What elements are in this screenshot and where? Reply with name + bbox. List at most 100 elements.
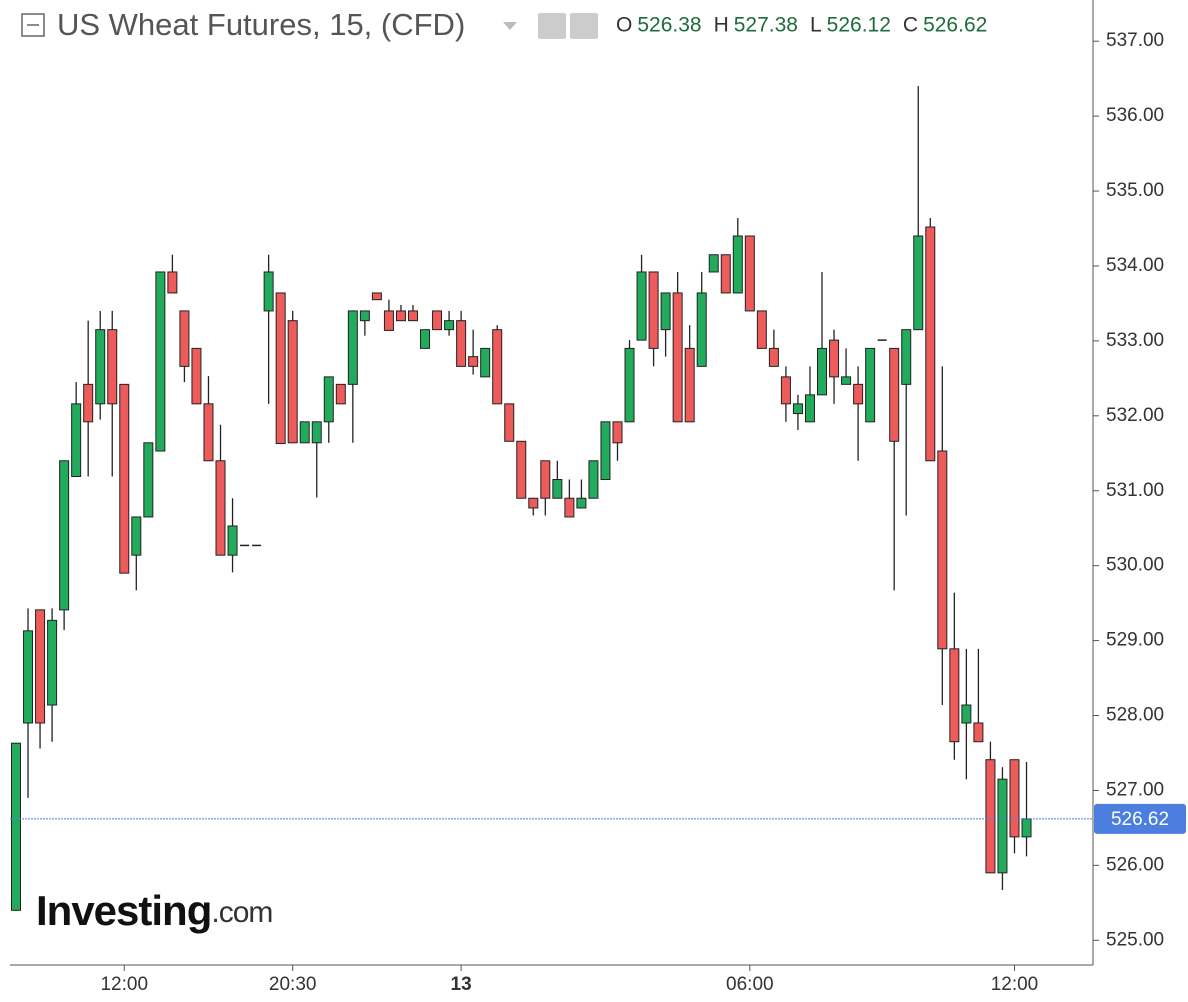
candle-body bbox=[107, 329, 118, 405]
candle-body bbox=[191, 347, 202, 405]
ohlc-value: 526.62 bbox=[923, 14, 987, 37]
candle-body bbox=[407, 310, 418, 322]
candle-body bbox=[949, 648, 960, 743]
ohlc-label: L bbox=[810, 14, 822, 37]
candle-body bbox=[215, 460, 226, 556]
candle-body bbox=[155, 271, 166, 452]
eye-icon[interactable] bbox=[538, 13, 566, 39]
candle-body bbox=[47, 619, 58, 706]
candle-body bbox=[853, 383, 864, 405]
candle-body bbox=[804, 394, 815, 423]
candle-body bbox=[167, 271, 178, 294]
y-tick-label: 533.00 bbox=[1106, 330, 1164, 351]
y-tick-label: 530.00 bbox=[1106, 555, 1164, 576]
candle-body bbox=[59, 460, 70, 611]
candle-body bbox=[672, 292, 683, 423]
candle-body bbox=[756, 310, 767, 349]
candle-body bbox=[11, 742, 21, 911]
x-tick-label: 12:00 bbox=[100, 974, 148, 995]
candle-body bbox=[540, 460, 551, 499]
y-tick-label: 528.00 bbox=[1106, 705, 1164, 726]
candle-body bbox=[708, 254, 719, 273]
candle-body bbox=[143, 442, 154, 518]
header-bg bbox=[10, 2, 1040, 50]
candle-body bbox=[612, 421, 623, 444]
candle-body bbox=[865, 347, 876, 423]
ohlc-label: O bbox=[616, 14, 632, 37]
candle-body bbox=[684, 347, 695, 423]
candle-body bbox=[901, 329, 912, 385]
y-tick-label: 534.00 bbox=[1106, 255, 1164, 276]
candle-body bbox=[347, 310, 358, 385]
candle-body bbox=[913, 235, 924, 331]
x-tick-label: 13 bbox=[451, 974, 472, 995]
ohlc-value: 526.12 bbox=[827, 14, 891, 37]
candle-body bbox=[35, 609, 46, 724]
candle-body bbox=[829, 339, 840, 378]
candle-body bbox=[648, 271, 659, 349]
candle-body bbox=[744, 235, 755, 312]
chart-title: US Wheat Futures, 15, (CFD) bbox=[57, 7, 465, 42]
header-ohlc: O 526.38 H 527.38 L 526.12 C 526.62 bbox=[616, 14, 987, 37]
y-tick-label: 529.00 bbox=[1106, 630, 1164, 651]
candle-body bbox=[660, 292, 671, 331]
candle-body bbox=[528, 497, 539, 509]
y-tick-label: 537.00 bbox=[1106, 30, 1164, 51]
candle-body bbox=[335, 383, 346, 405]
candle-body bbox=[311, 421, 322, 444]
plot-area: 525.00 526.00 527.00 528.00 529.00 530.00 531.… bbox=[10, 30, 1186, 995]
candle-body bbox=[732, 235, 743, 294]
collapse-icon[interactable] bbox=[21, 13, 45, 37]
candle-body bbox=[492, 329, 503, 405]
candle-body bbox=[516, 440, 527, 499]
x-tick-label: 20:30 bbox=[269, 974, 317, 995]
ohlc-label: C bbox=[903, 14, 918, 37]
candle-body bbox=[119, 383, 130, 574]
candle-body bbox=[468, 356, 479, 367]
candle-body bbox=[444, 320, 455, 331]
candle-body bbox=[696, 292, 707, 367]
candle-body bbox=[600, 421, 611, 481]
dropdown-icon[interactable] bbox=[503, 22, 517, 30]
y-tick-label: 527.00 bbox=[1106, 779, 1164, 800]
svg-text:Investing.com: Investing.com bbox=[36, 887, 272, 934]
candle-body bbox=[552, 479, 563, 499]
candle-body bbox=[937, 450, 948, 650]
candle-body bbox=[359, 310, 370, 322]
x-tick-label: 12:00 bbox=[991, 974, 1039, 995]
watermark-main: Investing bbox=[36, 887, 211, 934]
y-tick-label: 532.00 bbox=[1106, 405, 1164, 426]
candle-body bbox=[997, 778, 1008, 874]
ohlc-value: 527.38 bbox=[734, 14, 798, 37]
y-tick-label: 531.00 bbox=[1106, 480, 1164, 501]
candle-body bbox=[275, 292, 286, 445]
candle-body bbox=[420, 329, 431, 349]
last-price-box bbox=[1094, 803, 1186, 834]
candle-body bbox=[817, 347, 828, 396]
candle-body bbox=[624, 347, 635, 423]
candle-body bbox=[179, 310, 190, 367]
candle-body bbox=[504, 403, 515, 442]
candle-body bbox=[1021, 818, 1032, 838]
candle-body bbox=[925, 226, 936, 462]
x-tick-label: 06:00 bbox=[726, 974, 774, 995]
candle-body bbox=[973, 722, 984, 743]
candle-body bbox=[299, 421, 310, 444]
candle-body bbox=[23, 630, 34, 724]
candle-body bbox=[456, 320, 467, 367]
watermark-suffix: .com bbox=[211, 896, 272, 929]
candle-body bbox=[720, 254, 731, 294]
candle-body bbox=[95, 329, 106, 405]
candle-body bbox=[841, 376, 852, 385]
candle-body bbox=[480, 347, 491, 378]
last-price-label: 526.62 bbox=[1111, 809, 1169, 830]
candle-body bbox=[432, 310, 443, 331]
candle-body bbox=[780, 376, 791, 405]
candle-body bbox=[227, 525, 238, 556]
candle-body bbox=[71, 403, 82, 478]
ohlc-value: 526.38 bbox=[637, 14, 701, 37]
settings-icon[interactable] bbox=[570, 13, 598, 39]
candle-body bbox=[588, 460, 599, 499]
candle-body bbox=[1009, 759, 1020, 838]
